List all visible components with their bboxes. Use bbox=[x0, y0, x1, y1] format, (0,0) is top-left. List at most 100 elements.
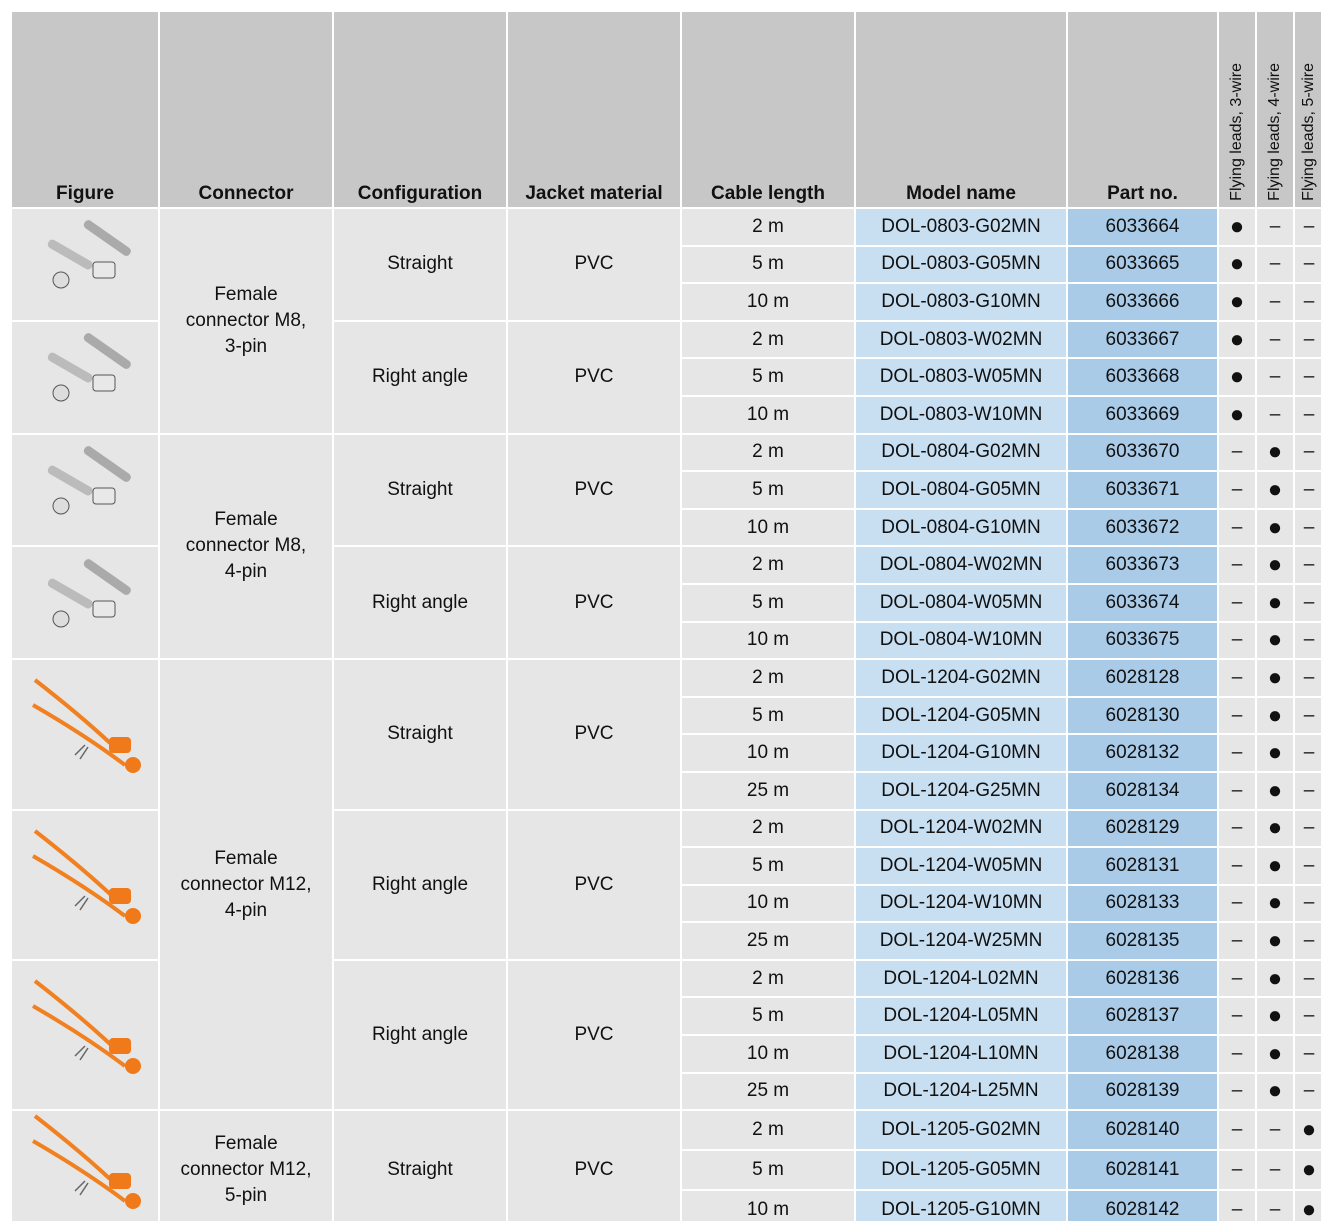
flying-4: – bbox=[1255, 1109, 1295, 1152]
flying-3: ● bbox=[1217, 357, 1257, 397]
part-number: 6028141 bbox=[1066, 1149, 1219, 1192]
configuration-cell: Straight bbox=[332, 1109, 508, 1221]
flying-5: – bbox=[1293, 846, 1321, 886]
table-row: 25 m DOL-1204-G25MN 6028134– ● – bbox=[11, 770, 1321, 811]
flying-3: – bbox=[1217, 470, 1257, 510]
part-number: 6033668 bbox=[1066, 357, 1219, 397]
table-row: 5 m DOL-1205-G05MN 6028141– – ● bbox=[11, 1149, 1321, 1192]
model-name: DOL-1205-G02MN bbox=[854, 1109, 1068, 1152]
model-name: DOL-0804-W05MN bbox=[854, 582, 1068, 623]
header-cell: Flying leads, 5-wire bbox=[1293, 10, 1321, 209]
flying-3: – bbox=[1217, 883, 1257, 924]
table-row: 5 m DOL-1204-L05MN 6028137– ● – bbox=[11, 996, 1321, 1037]
flying-3: ● bbox=[1217, 319, 1257, 360]
flying-5: – bbox=[1293, 282, 1321, 322]
model-name: DOL-0803-G10MN bbox=[854, 282, 1068, 322]
table-row: Female connector M12, 5-pin Straight PVC 2 … bbox=[10, 1109, 1321, 1221]
cable-length: 5 m bbox=[680, 470, 856, 510]
header-cell: Configuration bbox=[332, 10, 508, 209]
model-name: DOL-0804-G10MN bbox=[854, 507, 1068, 548]
model-name: DOL-1204-W05MN bbox=[854, 846, 1068, 886]
flying-4: ● bbox=[1255, 470, 1295, 510]
connector-cell: Female connector M8, 4-pin bbox=[158, 432, 334, 661]
flying-3: – bbox=[1217, 846, 1257, 886]
flying-3: ● bbox=[1217, 282, 1257, 322]
header-cell: Connector bbox=[158, 10, 334, 209]
jacket-cell: PVC bbox=[506, 958, 682, 1112]
part-number: 6033665 bbox=[1066, 244, 1219, 285]
cable-length: 2 m bbox=[680, 207, 856, 247]
figure-cell bbox=[10, 1109, 160, 1221]
flying-5: – bbox=[1293, 507, 1321, 548]
part-number: 6028138 bbox=[1066, 1034, 1219, 1074]
cable-length: 10 m bbox=[680, 394, 856, 435]
flying-5: ● bbox=[1293, 1189, 1321, 1221]
cable-length: 2 m bbox=[680, 958, 856, 999]
flying-3: ● bbox=[1217, 394, 1257, 435]
configuration-cell: Right angle bbox=[332, 319, 508, 435]
model-name: DOL-1204-L10MN bbox=[854, 1034, 1068, 1074]
part-number: 6033670 bbox=[1066, 432, 1219, 473]
header-label: Flying leads, 3-wire bbox=[1228, 63, 1245, 201]
table-row: Right angle PVC 2 m DOL-1204-W02MN 6028129– ●… bbox=[10, 808, 1321, 961]
model-name: DOL-1204-L02MN bbox=[854, 958, 1068, 999]
table-row: Right angle PVC 2 m DOL-0804-W02MN 6033673– ●… bbox=[10, 545, 1321, 661]
flying-3: – bbox=[1217, 658, 1257, 698]
model-name: DOL-0804-G05MN bbox=[854, 470, 1068, 510]
part-number: 6028139 bbox=[1066, 1071, 1219, 1112]
flying-3: – bbox=[1217, 996, 1257, 1037]
flying-5: – bbox=[1293, 770, 1321, 811]
part-number: 6033667 bbox=[1066, 319, 1219, 360]
part-number: 6028128 bbox=[1066, 658, 1219, 698]
model-name: DOL-0803-G02MN bbox=[854, 207, 1068, 247]
part-number: 6028135 bbox=[1066, 921, 1219, 961]
table-row: Right angle PVC 2 m DOL-1204-L02MN 6028136– ●… bbox=[10, 958, 1321, 1112]
part-number: 6028134 bbox=[1066, 770, 1219, 811]
header-cell: Flying leads, 4-wire bbox=[1255, 10, 1295, 209]
flying-3: – bbox=[1217, 507, 1257, 548]
part-number: 6028132 bbox=[1066, 733, 1219, 773]
cable-length: 5 m bbox=[680, 1149, 856, 1192]
flying-4: ● bbox=[1255, 582, 1295, 623]
part-number: 6028129 bbox=[1066, 808, 1219, 849]
figure-cell bbox=[10, 545, 160, 661]
model-name: DOL-0803-W02MN bbox=[854, 319, 1068, 360]
flying-5: – bbox=[1293, 996, 1321, 1037]
cable-length: 5 m bbox=[680, 244, 856, 285]
model-name: DOL-1204-L25MN bbox=[854, 1071, 1068, 1112]
header-cell: Cable length bbox=[680, 10, 856, 209]
flying-3: – bbox=[1217, 1189, 1257, 1221]
configuration-cell: Straight bbox=[332, 432, 508, 548]
part-number: 6033673 bbox=[1066, 545, 1219, 585]
flying-5: – bbox=[1293, 808, 1321, 849]
cable-length: 2 m bbox=[680, 545, 856, 585]
cable-length: 2 m bbox=[680, 1109, 856, 1152]
flying-4: ● bbox=[1255, 733, 1295, 773]
table-row: Right angle PVC 2 m DOL-0803-W02MN 6033667 ● –… bbox=[10, 319, 1321, 435]
cable-length: 5 m bbox=[680, 582, 856, 623]
flying-5: – bbox=[1293, 733, 1321, 773]
configuration-cell: Right angle bbox=[332, 808, 508, 961]
cable-length: 10 m bbox=[680, 620, 856, 661]
cable-figure bbox=[47, 558, 131, 628]
cable-figure bbox=[47, 333, 131, 402]
part-number: 6028137 bbox=[1066, 996, 1219, 1037]
model-name: DOL-0804-W02MN bbox=[854, 545, 1068, 585]
flying-4: – bbox=[1255, 1189, 1295, 1221]
connector-cell: Female connector M12, 4-pin bbox=[158, 658, 334, 1112]
cable-figure bbox=[32, 979, 141, 1075]
cable-length: 5 m bbox=[680, 357, 856, 397]
flying-3: – bbox=[1217, 1149, 1257, 1192]
model-name: DOL-1204-W25MN bbox=[854, 921, 1068, 961]
flying-5: – bbox=[1293, 244, 1321, 285]
table-row: Female connector M8, 3-pin Straight PVC 2 m… bbox=[10, 207, 1321, 435]
cable-figure bbox=[32, 1114, 141, 1210]
figure-cell bbox=[10, 432, 160, 548]
cable-length: 2 m bbox=[680, 319, 856, 360]
header-cell: Jacket material bbox=[506, 10, 682, 209]
flying-4: ● bbox=[1255, 545, 1295, 585]
flying-5: – bbox=[1293, 695, 1321, 736]
part-number: 6033671 bbox=[1066, 470, 1219, 510]
flying-4: ● bbox=[1255, 507, 1295, 548]
header-cell: Model name bbox=[854, 10, 1068, 209]
